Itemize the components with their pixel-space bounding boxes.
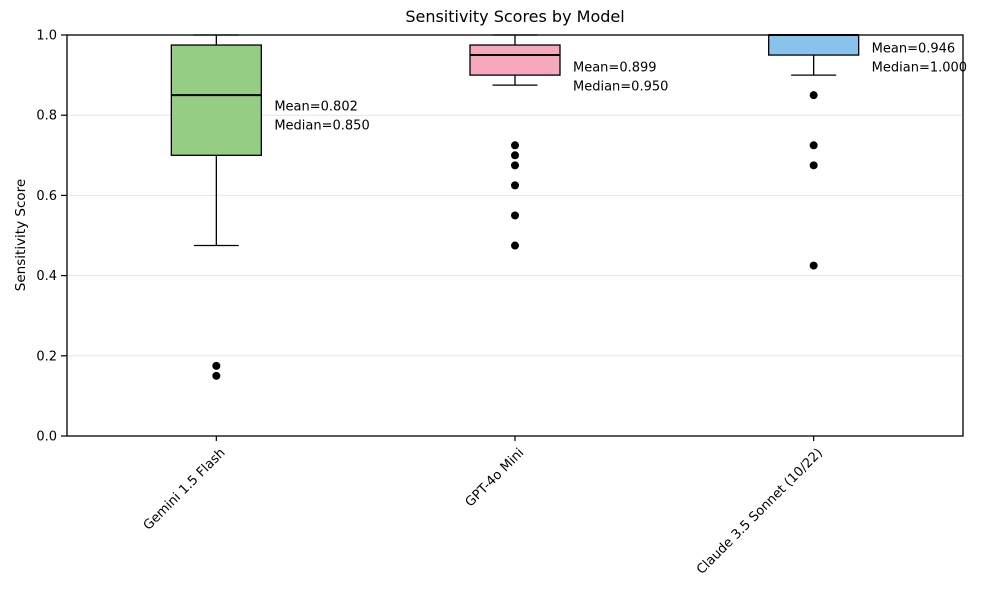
chart-title: Sensitivity Scores by Model [405, 7, 625, 26]
outlier-dot-gpt-4o-mini [511, 161, 519, 170]
outlier-dot-gemini-1-5-flash [212, 361, 221, 370]
y-axis-label: Sensitivity Score [13, 178, 29, 292]
y-tick-label: 0.2 [36, 349, 57, 364]
y-tick-label: 0.4 [36, 269, 57, 284]
outlier-dot-gpt-4o-mini [511, 151, 519, 160]
x-tick-label-gemini-1-5-flash: Gemini 1.5 Flash [141, 446, 229, 534]
y-tick-label: 0.6 [36, 189, 57, 204]
x-tick-label-gpt-4o-mini: GPT-4o Mini [463, 446, 528, 511]
outlier-dot-claude-3-5-sonnet-10-22 [809, 161, 818, 170]
outlier-dot-gpt-4o-mini [511, 141, 519, 150]
annotation-mean-claude-3-5-sonnet-10-22: Mean=0.946 [872, 42, 956, 57]
annotation-mean-gpt-4o-mini: Mean=0.899 [573, 61, 657, 76]
y-tick-label: 0.0 [36, 430, 57, 445]
x-tick-label-claude-3-5-sonnet-10-22: Claude 3.5 Sonnet (10/22) [694, 446, 826, 578]
annotation-median-claude-3-5-sonnet-10-22: Median=1.000 [872, 61, 967, 76]
box-claude-3-5-sonnet-10-22 [768, 34, 860, 56]
outlier-dot-claude-3-5-sonnet-10-22 [809, 261, 818, 270]
y-tick-label: 1.0 [36, 29, 57, 44]
y-tick-label: 0.8 [36, 109, 57, 124]
outlier-dot-gemini-1-5-flash [212, 371, 221, 380]
box-gpt-4o-mini [469, 44, 561, 76]
annotation-mean-gemini-1-5-flash: Mean=0.802 [274, 99, 358, 114]
annotation-median-gemini-1-5-flash: Median=0.850 [274, 118, 369, 133]
outlier-dot-gpt-4o-mini [511, 181, 519, 190]
box-gemini-1-5-flash [170, 44, 262, 156]
annotation-median-gpt-4o-mini: Median=0.950 [573, 80, 668, 95]
outlier-dot-claude-3-5-sonnet-10-22 [809, 91, 818, 100]
outlier-dot-claude-3-5-sonnet-10-22 [809, 141, 818, 150]
outlier-dot-gpt-4o-mini [511, 241, 519, 250]
outlier-dot-gpt-4o-mini [511, 211, 519, 220]
